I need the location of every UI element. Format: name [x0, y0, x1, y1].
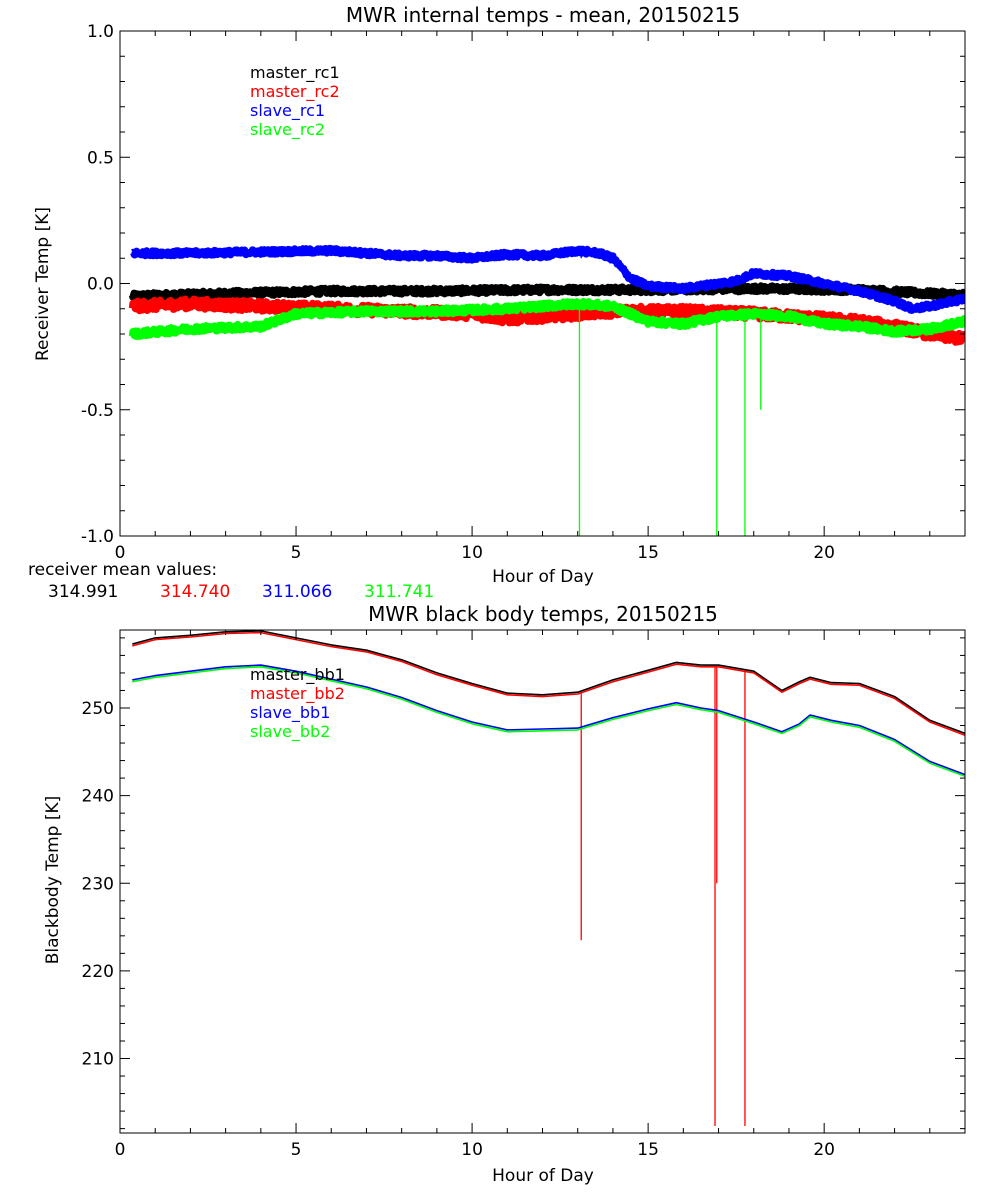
blackbody-xtick-label: 10: [461, 1140, 483, 1160]
blackbody-series-slave_bb1: [132, 664, 965, 776]
receiver-series-slave_rc2: [128, 297, 965, 340]
blackbody-chart-title: MWR black body temps, 20150215: [368, 602, 718, 626]
blackbody-series-slave_bb2: [132, 666, 965, 778]
receiver-xtick-label: 10: [461, 543, 483, 563]
receiver-legend-entry-master_rc2: master_rc2: [250, 82, 340, 102]
blackbody-series-master_bb2: [132, 631, 965, 736]
receiver-mean-value-1: 314.991: [48, 582, 118, 602]
receiver-y-axis-label: Receiver Temp [K]: [33, 207, 53, 361]
receiver-mean-value-2: 314.740: [160, 582, 230, 602]
receiver-legend-entry-master_rc1: master_rc1: [250, 63, 340, 83]
receiver-legend-entry-slave_rc2: slave_rc2: [250, 120, 325, 140]
receiver-ytick-label: -0.5: [81, 401, 114, 421]
blackbody-legend-entry-slave_bb1: slave_bb1: [250, 703, 330, 723]
receiver-mean-label: receiver mean values:: [28, 560, 217, 580]
receiver-ytick-label: 1.0: [87, 22, 114, 42]
blackbody-temps-panel: MWR black body temps, 20150215 Hour of D…: [43, 602, 966, 1186]
receiver-mean-value-4: 311.741: [364, 582, 434, 602]
receiver-mean-value-3: 311.066: [262, 582, 332, 602]
receiver-legend-entry-slave_rc1: slave_rc1: [250, 101, 325, 121]
blackbody-xtick-label: 5: [291, 1140, 302, 1160]
receiver-xtick-label: 15: [637, 543, 659, 563]
blackbody-axes-frame: [119, 629, 966, 1134]
receiver-chart-title: MWR internal temps - mean, 20150215: [346, 3, 740, 27]
receiver-ytick-label: 0.0: [87, 275, 114, 295]
blackbody-y-axis-label: Blackbody Temp [K]: [43, 796, 63, 965]
blackbody-series-group: [132, 630, 965, 1126]
receiver-xtick-label: 20: [813, 543, 835, 563]
blackbody-ytick-label: 230: [82, 874, 114, 894]
blackbody-series-master_bb1: [132, 630, 965, 735]
blackbody-x-axis-label: Hour of Day: [492, 1166, 594, 1186]
receiver-plot-area: 0 5 10 15 20 -1.0 -0.5 0.0 0.5 1.0: [81, 22, 966, 563]
receiver-xtick-label: 0: [115, 543, 126, 563]
receiver-ytick-label: 0.5: [87, 148, 114, 168]
blackbody-legend-entry-master_bb2: master_bb2: [250, 684, 345, 704]
blackbody-xtick-label: 0: [115, 1140, 126, 1160]
receiver-temps-panel: MWR internal temps - mean, 20150215 Hour…: [28, 3, 966, 602]
blackbody-xtick-label: 15: [637, 1140, 659, 1160]
receiver-series-slave_rc1: [129, 244, 965, 314]
blackbody-xtick-label: 20: [813, 1140, 835, 1160]
receiver-ytick-label: -1.0: [81, 527, 114, 547]
blackbody-ytick-label: 250: [82, 699, 114, 719]
blackbody-plot-area: 0 5 10 15 20 210 220 230 240 250: [82, 629, 966, 1160]
receiver-series-group: [128, 244, 965, 536]
receiver-x-axis-label: Hour of Day: [492, 567, 594, 587]
blackbody-legend-entry-master_bb1: master_bb1: [250, 665, 345, 685]
receiver-xtick-label: 5: [291, 543, 302, 563]
blackbody-ytick-label: 240: [82, 787, 114, 807]
blackbody-ytick-label: 210: [82, 1050, 114, 1070]
blackbody-ytick-label: 220: [82, 962, 114, 982]
blackbody-legend-entry-slave_bb2: slave_bb2: [250, 722, 330, 742]
